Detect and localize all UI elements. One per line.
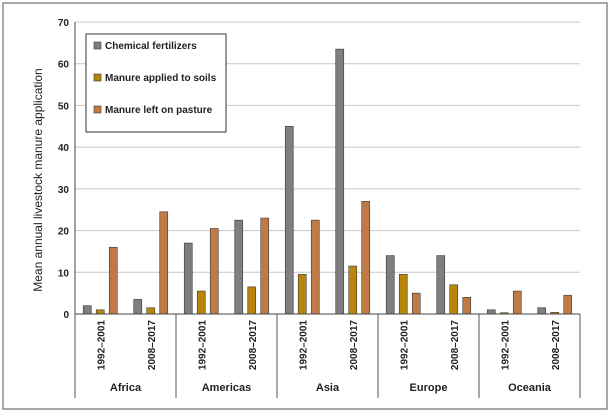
bar-europe-p2-series2 [449,284,459,315]
y-tick-label-30: 30 [58,185,70,196]
y-tick-label-0: 0 [63,310,69,321]
bar-asia-p1-series1 [284,125,294,315]
bar-africa-p2-series2 [146,307,156,315]
axis-labels: 0 10 20 30 40 50 60 70 1992–2001 2008–2017 1992–20… [58,18,562,394]
bar-africa-p1-series1 [82,305,92,315]
bar-americas-p1-series1 [183,242,193,315]
bar-africa-p1-series3 [108,246,118,315]
x-tick-label-africa-p2: 2008–2017 [147,320,158,370]
x-tick-label-asia-p2: 2008–2017 [349,320,360,370]
y-tick-label-50: 50 [58,101,70,112]
y-axis-label: Mean annual livestock manure application [31,68,45,291]
y-tick-label-60: 60 [58,60,70,71]
bar-oceania-p1-series1 [486,309,496,315]
bar-africa-p1-series2 [95,309,105,315]
bar-americas-p2-series1 [234,219,244,315]
y-tick-label-10: 10 [58,268,70,279]
x-tick-label-oceania-p2: 2008–2017 [551,320,562,370]
bar-oceania-p2-series3 [563,294,573,315]
bar-africa-p2-series1 [133,299,143,315]
bar-asia-p2-series3 [361,201,371,315]
y-tick-label-20: 20 [58,227,70,238]
legend-label-2: Manure applied to soils [105,73,217,84]
axes [74,22,581,398]
legend-box [85,33,227,133]
bar-asia-p1-series3 [310,219,320,315]
legend-swatch-3 [93,105,102,114]
legend-label-3: Manure left on pasture [105,105,213,116]
bar-europe-p2-series3 [462,297,472,315]
y-tick-label-70: 70 [58,18,70,29]
region-label-asia: Asia [316,382,340,394]
x-tick-label-americas-p1: 1992–2001 [197,320,208,370]
bar-asia-p2-series2 [348,265,358,315]
bar-europe-p1-series2 [398,274,408,315]
bar-americas-p2-series3 [260,217,270,315]
legend-swatch-1 [93,41,102,50]
x-tick-label-europe-p2: 2008–2017 [450,320,461,370]
x-tick-label-africa-p1: 1992–2001 [96,320,107,370]
legend-swatch-2 [93,73,102,82]
x-tick-label-americas-p2: 2008–2017 [248,320,259,370]
region-label-americas: Americas [202,382,252,394]
bar-europe-p1-series1 [385,255,395,315]
region-label-oceania: Oceania [508,382,552,394]
bar-oceania-p2-series1 [537,307,547,315]
bar-americas-p1-series3 [209,228,219,315]
bar-europe-p2-series1 [436,255,446,315]
legend: Chemical fertilizers Manure applied to so… [85,33,227,133]
bar-asia-p2-series1 [335,48,345,315]
x-tick-label-oceania-p1: 1992–2001 [500,320,511,370]
bar-americas-p1-series2 [196,290,206,315]
bar-asia-p1-series2 [297,274,307,315]
x-tick-label-asia-p1: 1992–2001 [298,320,309,370]
bar-africa-p2-series3 [159,211,169,315]
region-label-europe: Europe [410,382,448,394]
bar-oceania-p1-series3 [512,290,522,315]
x-tick-label-europe-p1: 1992–2001 [399,320,410,370]
y-tick-label-40: 40 [58,143,70,154]
region-label-africa: Africa [110,382,142,394]
bar-americas-p2-series2 [247,286,257,315]
bar-europe-p1-series3 [411,292,421,315]
legend-label-1: Chemical fertilizers [105,41,197,52]
